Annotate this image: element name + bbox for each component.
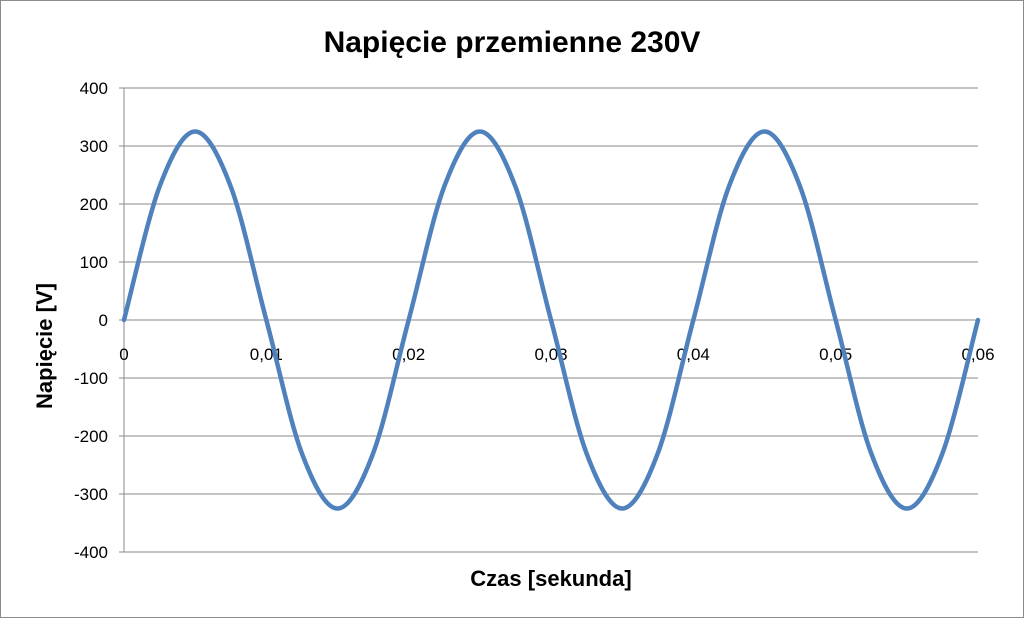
y-tick-label: 0 (99, 311, 108, 330)
x-tick-label: 0 (119, 345, 128, 364)
y-tick-label: -300 (74, 485, 108, 504)
y-tick-label: -200 (74, 427, 108, 446)
y-tick-label: 400 (80, 79, 108, 98)
gridlines (124, 87, 978, 553)
voltage-series-line (121, 129, 981, 511)
y-tick-label: -400 (74, 543, 108, 562)
axes (119, 87, 979, 553)
y-tick-label: 200 (80, 195, 108, 214)
y-tick-label: -100 (74, 369, 108, 388)
y-tick-label: 300 (80, 137, 108, 156)
y-axis-title: Napięcie [V] (32, 283, 57, 409)
y-tick-label: 100 (80, 253, 108, 272)
chart-title: Napięcie przemienne 230V (324, 26, 701, 59)
series-layer (121, 129, 981, 511)
x-axis-title: Czas [sekunda] (470, 566, 631, 591)
y-axis-tick-labels: 400 300 200 100 0 -100 -200 -300 -400 (74, 79, 108, 562)
